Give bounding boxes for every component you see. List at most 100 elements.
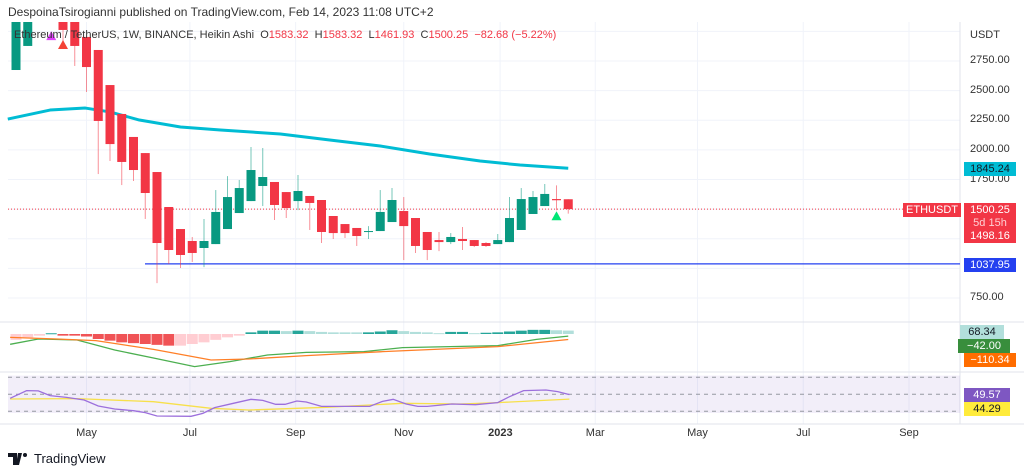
macd-histogram-bar (34, 334, 45, 336)
macd-histogram-bar (398, 331, 410, 334)
candle-up (293, 190, 303, 202)
macd-signal-line (10, 336, 569, 361)
macd-histogram-bar (480, 332, 492, 334)
symbol-title[interactable]: Ethereum / TetherUS, 1W, BINANCE, Heikin… (14, 29, 255, 41)
tradingview-logo[interactable]: TradingView (8, 451, 106, 466)
price-tick-label: 2000.00 (970, 142, 1010, 155)
symbol-legend: Ethereum / TetherUS, 1W, BINANCE, Heikin… (14, 29, 556, 41)
macd-histogram-bar (374, 331, 386, 334)
candle-up (23, 22, 33, 46)
macd-line (10, 335, 569, 368)
candle-down (105, 85, 115, 145)
macd-histogram-bar (304, 331, 316, 334)
macd-histogram-bar (57, 334, 69, 336)
rsi-line (9, 389, 570, 417)
candle-down (563, 199, 573, 210)
macd-tag: −42.00 (958, 339, 1010, 353)
macd-histogram-bar (292, 330, 304, 334)
price-tick-label: 2250.00 (970, 113, 1010, 126)
macd-histogram-bar (421, 332, 433, 334)
bar-countdown: 5d 15h (973, 217, 1007, 229)
candle-up (540, 193, 550, 207)
candle-up (528, 197, 538, 214)
macd-histogram-bar (433, 333, 445, 335)
change-value: −82.68 (−5.22%) (474, 29, 557, 41)
candle-up (516, 199, 526, 230)
time-tick-label: 2023 (488, 427, 513, 439)
macd-histogram-bar (551, 330, 562, 334)
brand-name: TradingView (34, 451, 106, 466)
time-tick-label: May (687, 427, 708, 439)
time-tick-label: Jul (796, 427, 811, 439)
signal-triangle-icon (46, 31, 57, 41)
price-tick-label: 2500.00 (970, 83, 1010, 96)
macd-histogram-bar (81, 334, 92, 337)
macd-histogram-bar (527, 329, 539, 334)
publisher-line: DespoinaTsirogianni published on Trading… (8, 5, 434, 19)
candle-down (411, 218, 420, 246)
time-tick-label: Sep (899, 427, 919, 439)
candle-down (58, 22, 68, 30)
candle-up (493, 240, 503, 245)
candle-down (352, 227, 362, 237)
macd-histogram-bar (151, 334, 163, 345)
last-price: 1500.25 (970, 204, 1010, 216)
rsi-ma-tag: 44.29 (964, 402, 1010, 416)
tradingview-logo-icon (8, 452, 27, 465)
macd-histogram-bar (245, 332, 257, 334)
candle-down (481, 243, 491, 246)
signal-tag: −110.34 (964, 353, 1016, 367)
macd-histogram-bar (22, 334, 34, 338)
candle-up (11, 22, 21, 71)
macd-histogram-bar (69, 334, 81, 336)
macd-histogram-bar (363, 332, 374, 334)
candle-down (399, 211, 409, 227)
candle-down (82, 36, 91, 68)
ema-price-tag: 1845.24 (964, 162, 1016, 176)
macd-histogram-bar (210, 334, 222, 340)
symbol-tag: ETHUSDT (903, 203, 961, 217)
candle-up (211, 211, 221, 245)
macd-histogram-bar (257, 330, 269, 334)
price-tick-label: 2750.00 (970, 54, 1010, 66)
candle-down (140, 153, 150, 194)
candle-down (164, 206, 174, 251)
open-value: 1583.32 (268, 29, 309, 41)
macd-histogram-bar (222, 334, 233, 338)
macd-hist-tag: 68.34 (960, 325, 1004, 339)
signal-triangle-icon (551, 211, 562, 221)
candle-down (117, 113, 127, 162)
candle-down (70, 22, 80, 46)
low-value: 1461.93 (374, 29, 415, 41)
macd-histogram-bar (163, 334, 175, 346)
candle-down (422, 231, 432, 251)
macd-histogram-bar (339, 332, 351, 334)
macd-histogram-bar (316, 331, 327, 334)
macd-histogram-bar (386, 330, 398, 334)
time-tick-label: Nov (393, 427, 414, 439)
candle-down (176, 229, 185, 255)
candle-up (446, 236, 456, 243)
macd-histogram-bar (92, 334, 104, 339)
candle-down (340, 224, 350, 234)
macd-histogram-bar (492, 332, 504, 334)
candle-up (258, 177, 268, 187)
macd-histogram-bar (327, 332, 339, 334)
last-price-tag: 1500.25 5d 15h 1498.16 (964, 203, 1016, 243)
time-tick-label: Sep (285, 427, 306, 439)
macd-histogram-bar (233, 334, 245, 336)
time-tick-label: May (76, 427, 97, 439)
price-axis-unit: USDT (970, 29, 1000, 41)
macd-histogram-bar (269, 330, 280, 334)
candle-down (458, 238, 467, 242)
candle-down (328, 215, 338, 234)
ema-line (7, 106, 569, 170)
macd-histogram-bar (504, 331, 515, 334)
high-value: 1583.32 (322, 29, 363, 41)
candle-down (434, 240, 444, 243)
candle-down (469, 240, 479, 246)
candle-up (234, 188, 244, 214)
low-label: L (368, 29, 375, 41)
